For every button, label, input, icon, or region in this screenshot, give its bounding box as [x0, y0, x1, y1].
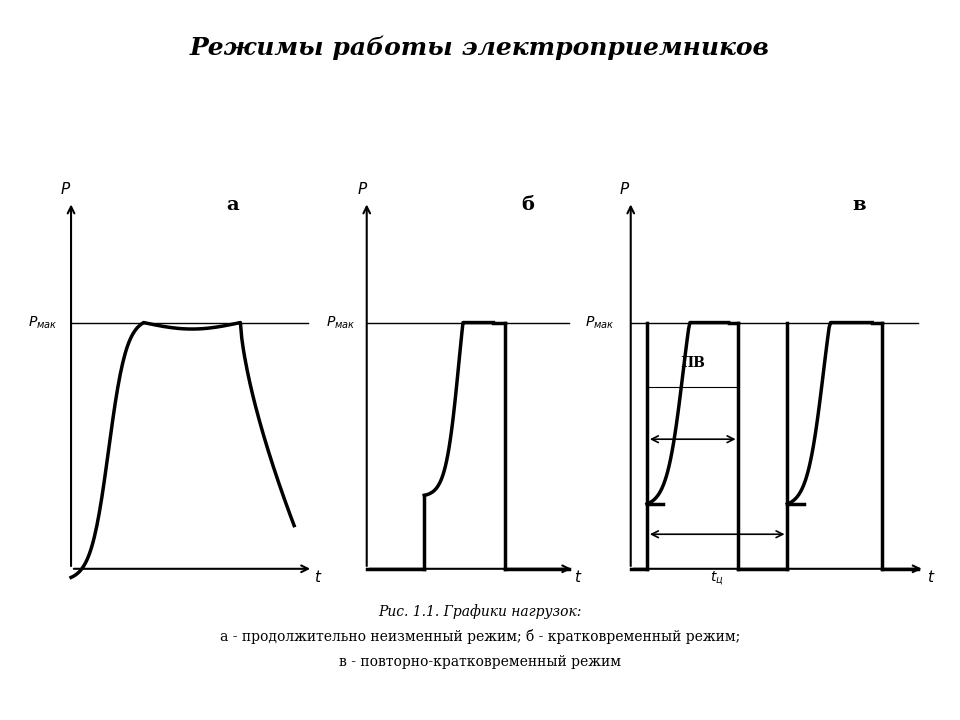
Text: $t$: $t$: [926, 570, 935, 585]
Text: $P$: $P$: [618, 181, 630, 197]
Text: а - продолжительно неизменный режим; б - кратковременный режим;: а - продолжительно неизменный режим; б -…: [220, 629, 740, 644]
Text: $P_{\mathit{мак}}$: $P_{\mathit{мак}}$: [325, 315, 355, 330]
Text: $P$: $P$: [60, 181, 71, 197]
Text: Режимы работы электроприемников: Режимы работы электроприемников: [190, 36, 770, 60]
Text: $P$: $P$: [356, 181, 368, 197]
Text: $t_{\mathit{ц}}$: $t_{\mathit{ц}}$: [710, 569, 724, 587]
Text: б: б: [521, 197, 535, 215]
Text: ПВ: ПВ: [681, 356, 706, 370]
Text: $t$: $t$: [314, 570, 323, 585]
Text: $t$: $t$: [574, 570, 583, 585]
Text: а: а: [226, 197, 239, 215]
Text: в - повторно-кратковременный режим: в - повторно-кратковременный режим: [339, 655, 621, 669]
Text: в: в: [852, 197, 866, 215]
Text: Рис. 1.1. Графики нагрузок:: Рис. 1.1. Графики нагрузок:: [378, 604, 582, 618]
Text: $P_{\mathit{мак}}$: $P_{\mathit{мак}}$: [585, 315, 614, 330]
Text: $P_{\mathit{мак}}$: $P_{\mathit{мак}}$: [28, 315, 58, 330]
